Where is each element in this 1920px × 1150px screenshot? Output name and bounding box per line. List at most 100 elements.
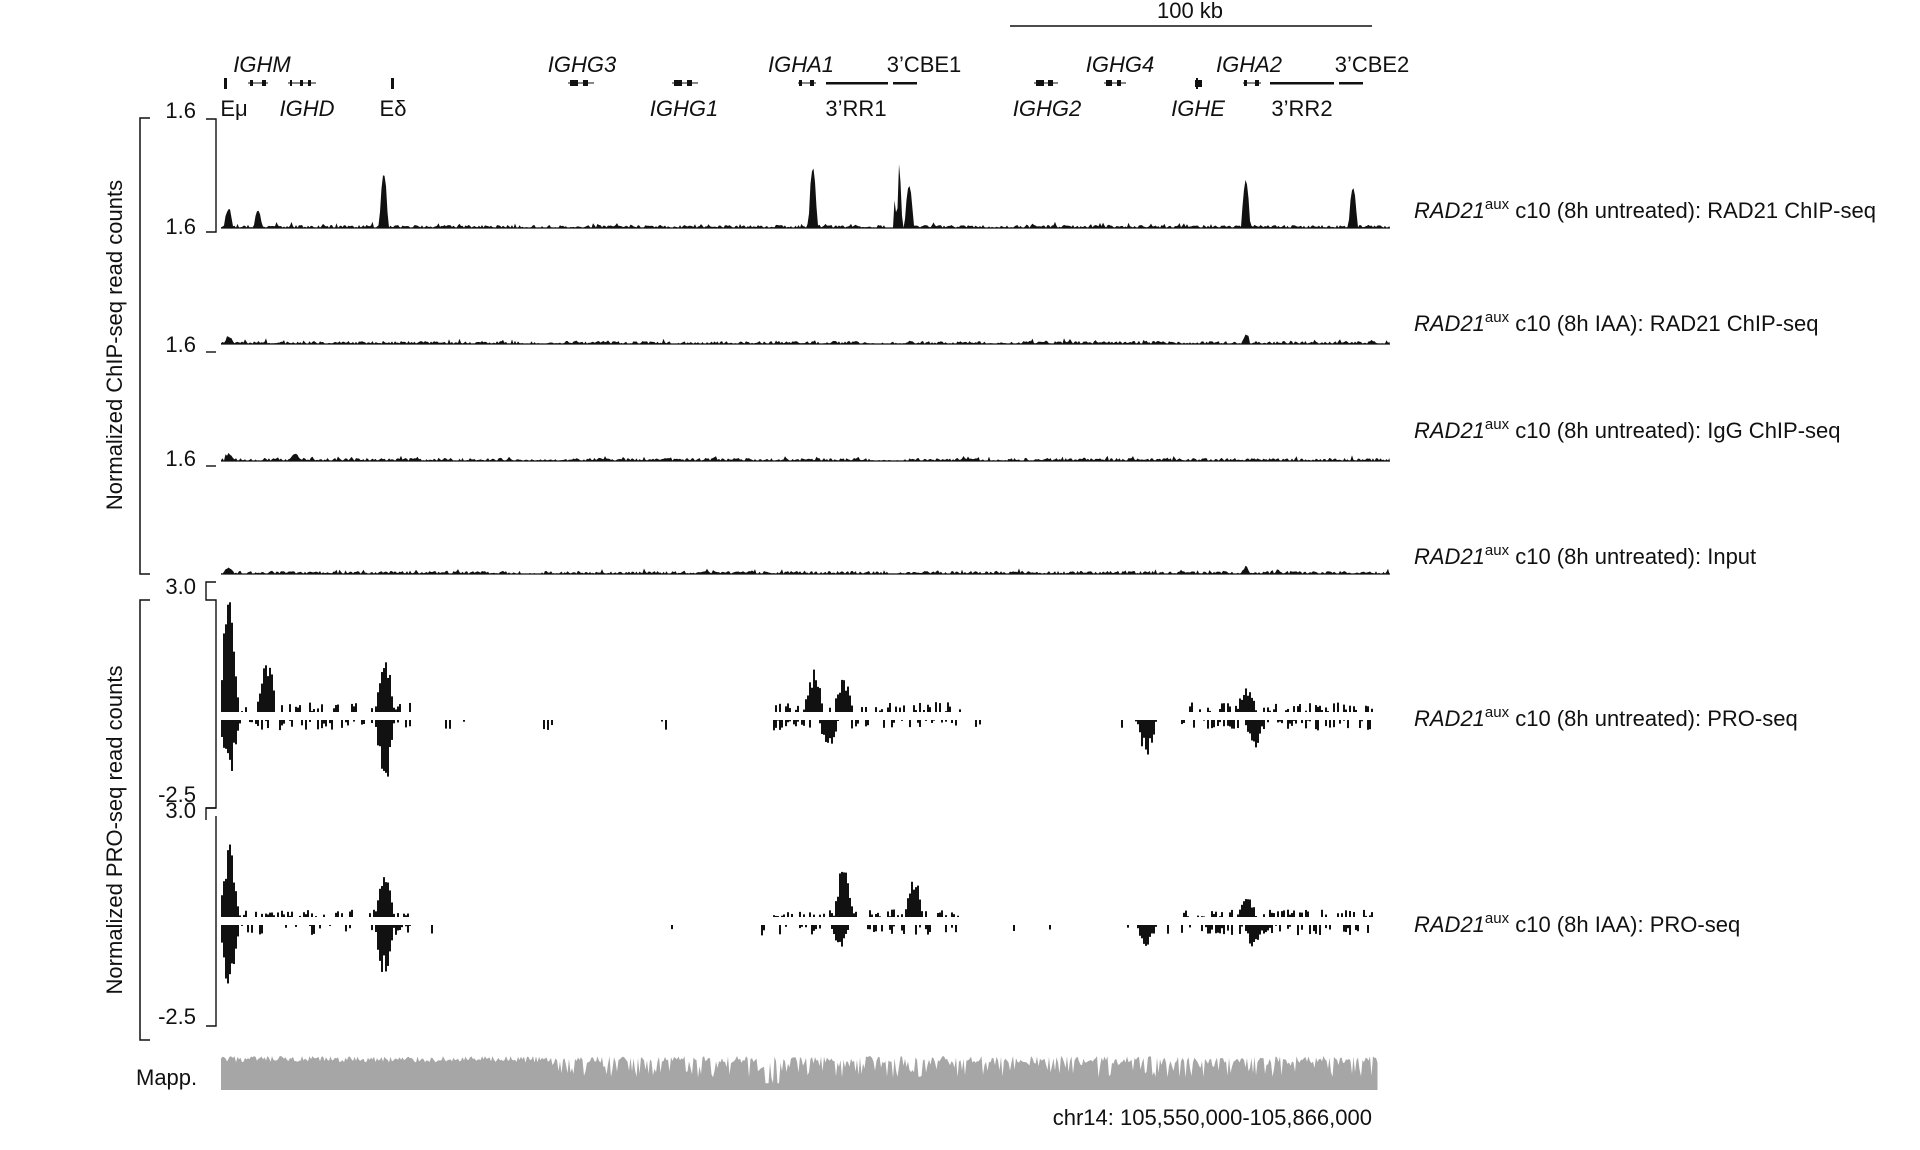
pro-minus-bar bbox=[377, 720, 379, 746]
pro-minus-bar bbox=[785, 720, 787, 727]
track-label-text: c10 (8h IAA): PRO-seq bbox=[1509, 912, 1740, 937]
pro-minus-bar bbox=[1155, 925, 1157, 927]
scale-bar-label: 100 kb bbox=[1157, 0, 1223, 23]
track-ymin-pro-iaa: -2.5 bbox=[158, 1004, 196, 1029]
pro-plus-bar bbox=[1221, 912, 1223, 917]
pro-minus-bar bbox=[671, 925, 673, 930]
pro-minus-bar bbox=[449, 720, 451, 729]
pro-minus-bar bbox=[1145, 720, 1147, 750]
pro-minus-bar bbox=[1269, 925, 1271, 928]
pro-plus-bar bbox=[789, 708, 791, 712]
pro-minus-bar bbox=[1289, 925, 1291, 927]
pro-plus-bar bbox=[1239, 909, 1241, 917]
pro-minus-bar bbox=[225, 925, 227, 979]
pro-plus-bar bbox=[869, 910, 871, 917]
pro-plus-bar bbox=[1183, 912, 1185, 917]
ighm-gene-glyph bbox=[248, 80, 268, 86]
pro-plus-bar bbox=[299, 705, 301, 712]
pro-plus-bar bbox=[1321, 710, 1323, 712]
pro-minus-bar bbox=[1181, 720, 1183, 725]
pro-minus-bar bbox=[1223, 925, 1225, 935]
pro-minus-bar bbox=[1263, 720, 1265, 730]
pro-minus-bar bbox=[883, 720, 885, 728]
pro-minus-bar bbox=[797, 720, 799, 722]
track-label-superscript: aux bbox=[1485, 416, 1510, 433]
pro-plus-bar bbox=[381, 886, 383, 917]
pro-minus-bar bbox=[873, 925, 875, 932]
pro-minus-bar bbox=[919, 720, 921, 727]
pro-minus-bar bbox=[331, 720, 333, 730]
pro-plus-bar bbox=[1245, 899, 1247, 917]
pro-minus-bar bbox=[1241, 925, 1243, 927]
pro-plus-bar bbox=[383, 877, 385, 917]
pro-minus-bar bbox=[1215, 925, 1217, 934]
pro-plus-bar bbox=[233, 651, 235, 712]
pro-plus-bar bbox=[1263, 914, 1265, 917]
pro-minus-bar bbox=[805, 925, 807, 928]
pro-minus-bar bbox=[1287, 925, 1289, 929]
pro-plus-bar bbox=[939, 703, 941, 712]
pro-plus-bar bbox=[1247, 899, 1249, 917]
pro-plus-bar bbox=[831, 913, 833, 917]
pro-minus-bar bbox=[1309, 925, 1311, 935]
pro-minus-bar bbox=[1147, 720, 1149, 755]
pro-plus-bar bbox=[381, 672, 383, 712]
pro-plus-bar bbox=[851, 906, 853, 917]
pro-plus-bar bbox=[811, 687, 813, 712]
pro-plus-bar bbox=[1249, 899, 1251, 917]
pro-minus-bar bbox=[775, 720, 777, 728]
pro-plus-bar bbox=[289, 915, 291, 917]
track-label-chip-rad21-iaa: RAD21aux c10 (8h IAA): RAD21 ChIP-seq bbox=[1414, 309, 1818, 336]
pro-plus-bar bbox=[1211, 911, 1213, 917]
pro-plus-bar bbox=[829, 707, 831, 712]
pro-minus-bar bbox=[309, 720, 311, 722]
pro-minus-bar bbox=[793, 720, 795, 725]
pro-minus-bar bbox=[225, 720, 227, 749]
track-label-text: c10 (8h untreated): PRO-seq bbox=[1509, 706, 1798, 731]
pro-minus-bar bbox=[1325, 925, 1327, 929]
pro-minus-bar bbox=[1343, 720, 1345, 721]
mappability-label: Mapp. bbox=[136, 1065, 197, 1090]
pro-minus-bar bbox=[1307, 720, 1309, 721]
pro-minus-bar bbox=[1257, 720, 1259, 743]
pro-minus-bar bbox=[223, 720, 225, 748]
pro-minus-bar bbox=[1137, 925, 1139, 929]
ighg4-gene-glyph bbox=[1104, 80, 1126, 86]
pro-plus-bar bbox=[1289, 914, 1291, 917]
pro-plus-bar bbox=[787, 912, 789, 917]
pro-minus-bar bbox=[1149, 925, 1151, 937]
pro-plus-bar bbox=[393, 913, 395, 917]
pro-plus-bar bbox=[407, 913, 409, 917]
pro-plus-bar bbox=[945, 711, 947, 712]
pro-plus-bar bbox=[397, 913, 399, 917]
pro-plus-bar bbox=[1219, 916, 1221, 917]
pro-plus-bar bbox=[953, 914, 955, 917]
pro-plus-bar bbox=[845, 690, 847, 712]
pro-minus-bar bbox=[1213, 720, 1215, 728]
pro-plus-bar bbox=[1271, 912, 1273, 917]
pro-minus-bar bbox=[1305, 720, 1307, 729]
pro-minus-bar bbox=[301, 720, 303, 726]
pro-minus-bar bbox=[1207, 925, 1209, 934]
pro-minus-bar bbox=[785, 925, 787, 927]
pro-minus-bar bbox=[1279, 925, 1281, 932]
pro-plus-bar bbox=[947, 702, 949, 712]
pro-minus-bar bbox=[1149, 720, 1151, 739]
pro-minus-bar bbox=[1277, 720, 1279, 723]
pro-plus-bar bbox=[797, 705, 799, 712]
pro-plus-bar bbox=[897, 915, 899, 917]
pro-minus-bar bbox=[221, 925, 223, 943]
pro-plus-bar bbox=[807, 695, 809, 712]
pro-plus-bar bbox=[1213, 914, 1215, 917]
pro-minus-bar bbox=[837, 720, 839, 722]
pro-minus-bar bbox=[1249, 720, 1251, 734]
pro-plus-bar bbox=[773, 915, 775, 917]
track-scales bbox=[205, 118, 217, 1027]
pro-plus-bar bbox=[1209, 710, 1211, 712]
pro-group-bracket bbox=[139, 599, 150, 1041]
pro-minus-bar bbox=[781, 720, 783, 728]
pro-plus-bar bbox=[851, 705, 853, 712]
pro-minus-bar bbox=[551, 720, 553, 726]
track-ymax-chip-input: 1.6 bbox=[165, 446, 196, 471]
pro-minus-bar bbox=[795, 720, 797, 727]
